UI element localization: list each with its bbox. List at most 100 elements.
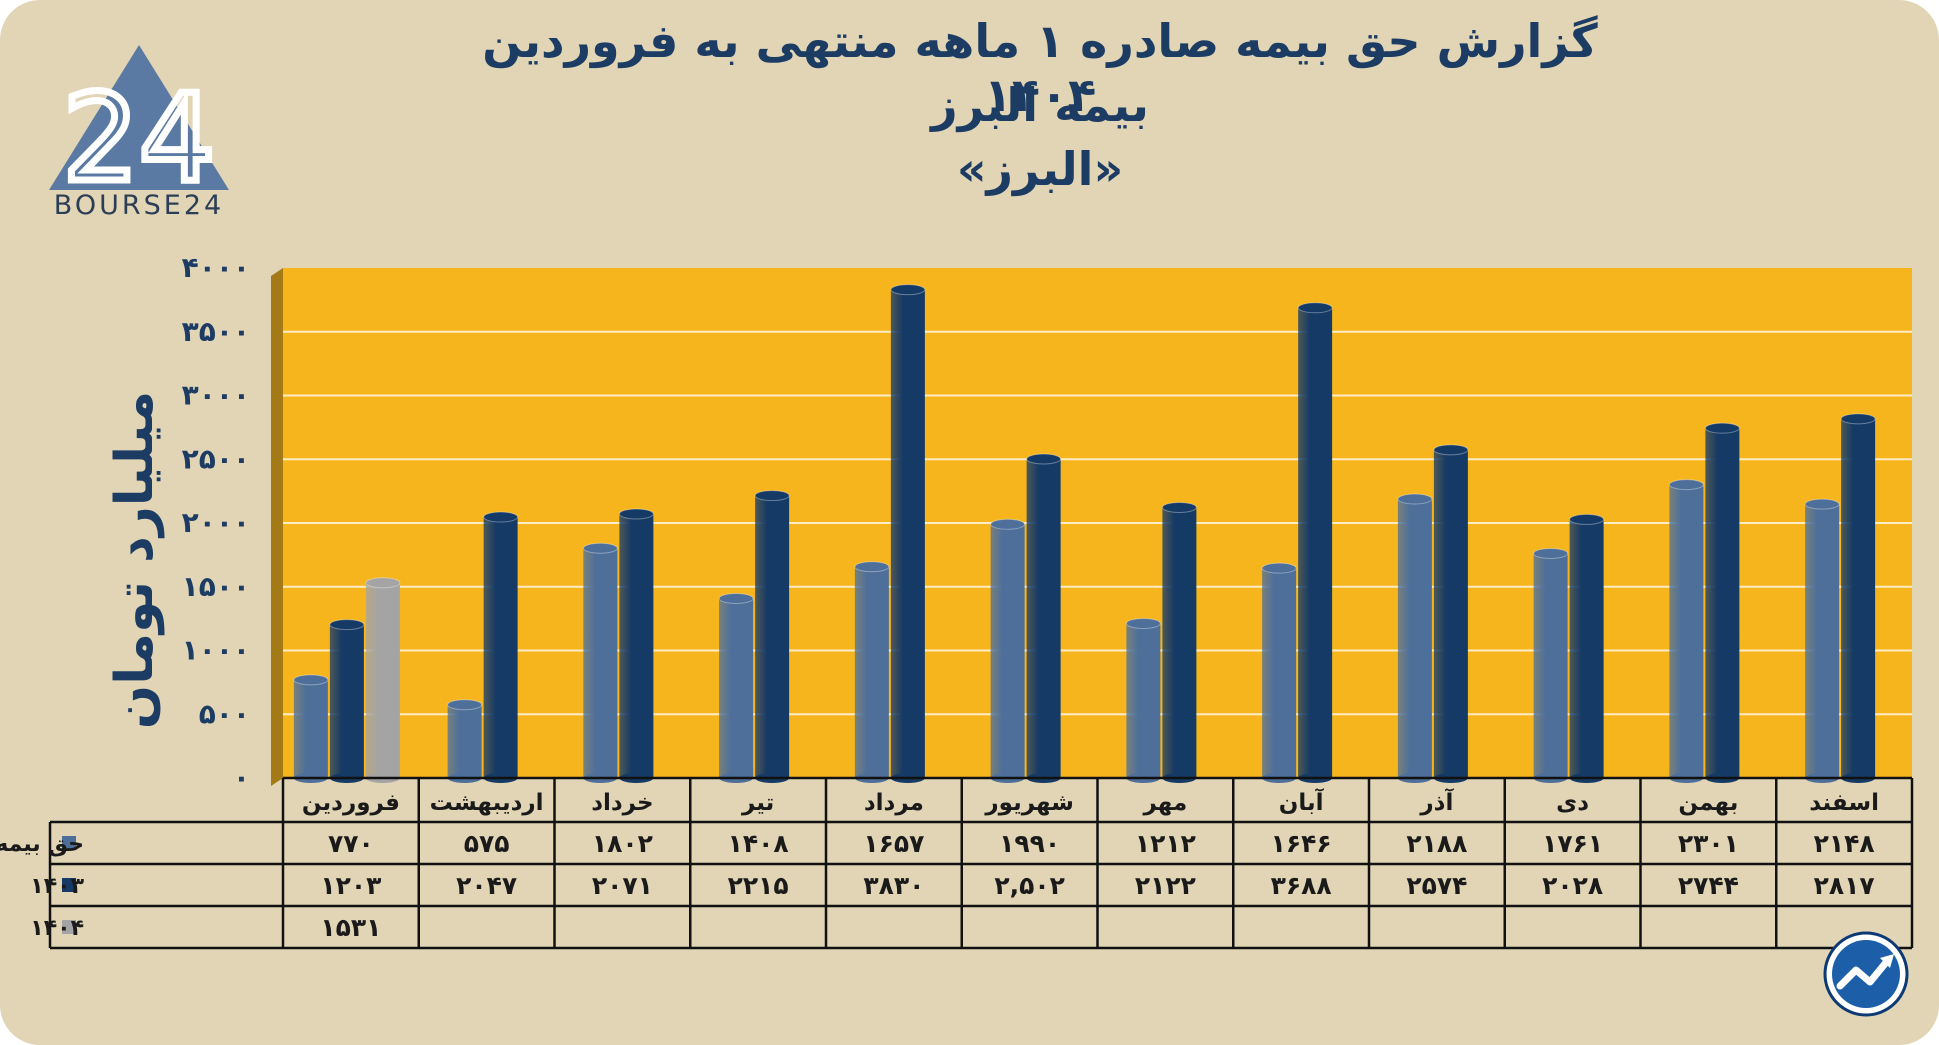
x-tick-label: تیر	[741, 790, 774, 816]
data-label: ۲۰۷۱	[592, 871, 653, 900]
bar-top	[365, 577, 401, 589]
legend-swatch	[62, 836, 76, 850]
bar-top	[1840, 413, 1876, 425]
bar	[1026, 458, 1061, 778]
bar	[447, 704, 482, 778]
x-tick-label: فروردین	[302, 790, 400, 816]
x-tick-label: دی	[1556, 790, 1589, 816]
y-tick-label: ۰	[233, 761, 250, 794]
y-tick-label: ۱۵۰۰	[182, 570, 250, 603]
data-label: ۲۸۱۷	[1814, 871, 1875, 900]
bar-top	[483, 511, 519, 523]
bar	[990, 524, 1025, 778]
x-tick-label: آبان	[1279, 787, 1325, 816]
bar	[1805, 504, 1840, 778]
bar-top	[1433, 444, 1469, 456]
bar	[293, 679, 328, 778]
data-label: ۱۲۱۲	[1135, 829, 1196, 858]
y-tick-label: ۵۰۰	[199, 697, 250, 730]
data-label: ۲,۵۰۲	[994, 871, 1065, 900]
data-label: ۱۸۰۲	[592, 829, 653, 858]
x-tick-label: شهریور	[984, 790, 1073, 816]
bar	[1841, 418, 1876, 778]
bar-top	[1569, 513, 1605, 525]
triangle-logo-icon: 24	[49, 45, 229, 213]
data-label: ۲۳۰۱	[1678, 829, 1739, 858]
bar-top	[1261, 562, 1297, 574]
bar	[1126, 623, 1161, 778]
x-tick-label: بهمن	[1678, 790, 1738, 816]
bar	[619, 513, 654, 778]
bar	[890, 289, 925, 778]
chart-subtitle: بیمه البرز	[931, 78, 1149, 132]
bar	[483, 517, 518, 778]
legend-label: ۱۴۰۴	[30, 916, 84, 941]
data-label: ۲۲۱۵	[728, 871, 789, 900]
x-tick-label: مرداد	[864, 790, 924, 816]
bar	[1569, 519, 1604, 778]
bar-top	[1125, 617, 1161, 629]
bar	[1705, 428, 1740, 778]
bar	[1669, 484, 1704, 778]
data-label: ۳۶۸۸	[1271, 871, 1332, 900]
data-label: ۲۵۷۴	[1406, 871, 1467, 900]
data-label: ۱۶۴۶	[1271, 829, 1332, 858]
bar-top	[1026, 453, 1062, 465]
data-label: ۱۷۶۱	[1542, 829, 1603, 858]
bar	[1397, 499, 1432, 778]
bar-top	[329, 619, 365, 631]
legend-swatch	[62, 920, 76, 934]
x-tick-label: اسفند	[1809, 790, 1879, 816]
bar-top	[718, 592, 754, 604]
y-tick-label: ۴۰۰۰	[182, 251, 250, 284]
bar-top	[990, 518, 1026, 530]
data-label: ۲۷۴۴	[1678, 871, 1739, 900]
bar	[755, 495, 790, 778]
data-label: ۲۱۴۸	[1814, 829, 1875, 858]
data-label: ۲۰۴۷	[456, 871, 517, 900]
y-tick-label: ۳۰۰۰	[182, 379, 250, 412]
bar	[854, 566, 889, 778]
y-tick-label: ۲۵۰۰	[182, 442, 250, 475]
bar-top	[1161, 501, 1197, 513]
logo-mark: 24	[63, 70, 216, 209]
data-label: ۲۱۸۸	[1406, 829, 1467, 858]
bar	[1162, 507, 1197, 778]
data-label: ۷۷۰	[328, 829, 374, 858]
bar	[583, 548, 618, 778]
data-label: ۱۶۵۷	[863, 829, 924, 858]
x-tick-label: خرداد	[591, 790, 653, 816]
legend-label: ۱۴۰۳	[30, 874, 84, 899]
data-label: ۱۲۰۳	[320, 871, 381, 900]
bar-top	[293, 674, 329, 686]
data-label: ۵۷۵	[464, 829, 510, 858]
y-tick-label: ۳۵۰۰	[182, 315, 250, 348]
legend-label: حق بیمه صادره ۱۴۰۲	[0, 832, 84, 857]
y-tick-label: ۲۰۰۰	[182, 506, 250, 539]
trend-arrow-icon[interactable]	[1822, 930, 1910, 1018]
bar-top	[1397, 493, 1433, 505]
bar	[1262, 568, 1297, 778]
bar-top	[1297, 302, 1333, 314]
chart-symbol: «البرز»	[956, 142, 1124, 196]
bar	[1433, 449, 1468, 778]
x-tick-label: اردیبهشت	[430, 790, 544, 816]
bar-top	[447, 699, 483, 711]
data-label: ۱۴۰۸	[728, 829, 789, 858]
plot-side-wall	[271, 268, 283, 786]
data-label: ۱۵۳۱	[320, 913, 381, 942]
data-label: ۱۹۹۰	[999, 829, 1060, 858]
legend-swatch	[62, 878, 76, 892]
x-tick-label: آذر	[1419, 787, 1454, 816]
bar	[1533, 553, 1568, 778]
data-label: ۲۰۲۸	[1542, 871, 1603, 900]
bar-top	[1704, 422, 1740, 434]
bar-top	[1668, 479, 1704, 491]
bar-top	[754, 490, 790, 502]
data-label: ۳۸۳۰	[863, 871, 924, 900]
bar-top	[1533, 547, 1569, 559]
bar-top	[1804, 498, 1840, 510]
bar	[365, 582, 400, 778]
